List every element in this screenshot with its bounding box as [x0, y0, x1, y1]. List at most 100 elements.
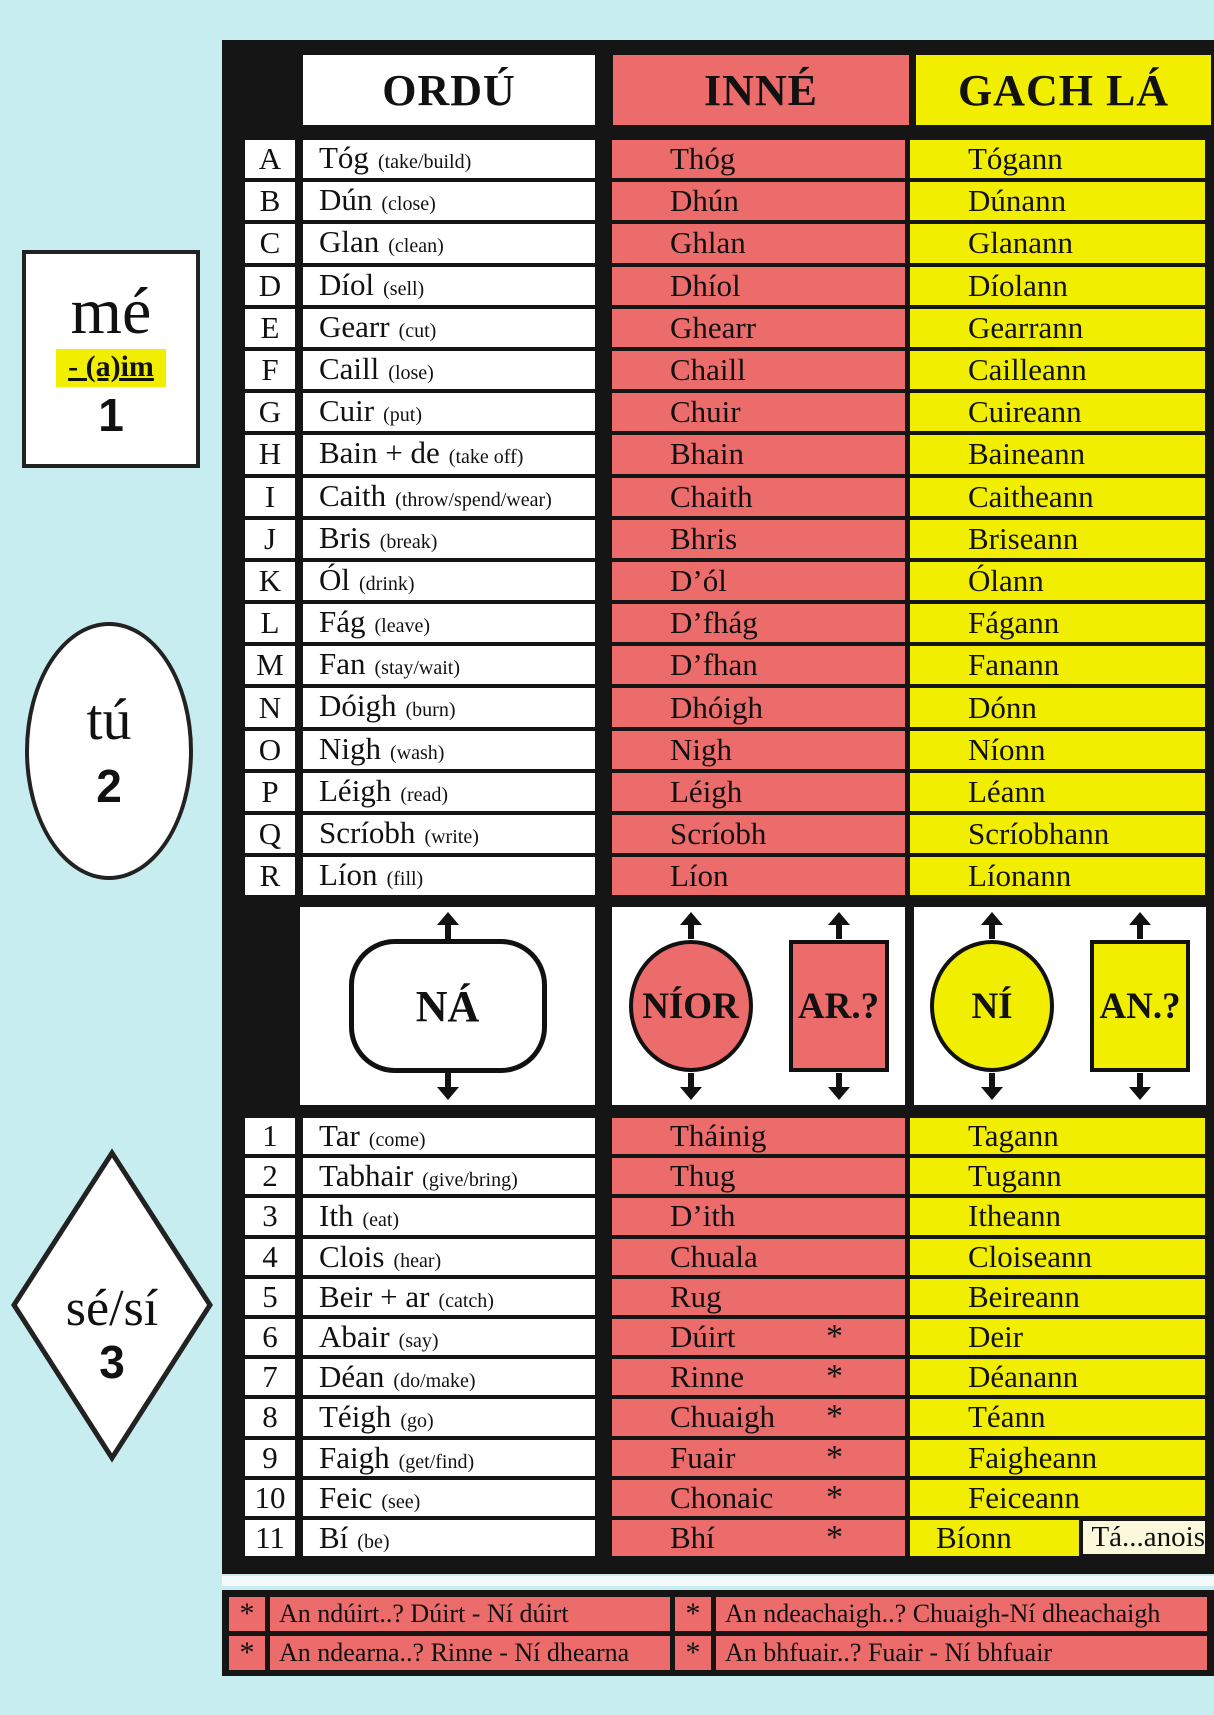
past-cell: D’ól — [612, 561, 905, 601]
present-cell: Glanann — [910, 224, 1205, 263]
letter-cell: O — [245, 730, 295, 769]
arrow-up-icon — [827, 912, 851, 939]
irregular-imperative-column: Tar (come) Tabhair (give/bring) Ith (eat) C… — [303, 1118, 595, 1557]
present-cell: Tugann — [910, 1158, 1205, 1195]
past-cell: Chuala — [612, 1238, 905, 1275]
footnote-text: An ndúirt..? Dúirt - Ní dúirt — [270, 1597, 670, 1631]
letter-cell: N — [245, 688, 295, 727]
past-cell: D’fhan — [612, 646, 905, 685]
past-cell: Thóg — [612, 140, 905, 179]
column-header-inne: INNÉ — [613, 55, 909, 125]
present-cell: Díolann — [910, 266, 1205, 305]
letter-cell: G — [245, 393, 295, 432]
irregular-star: * — [826, 1438, 843, 1476]
diamond-shape — [11, 1148, 213, 1463]
divider — [222, 1576, 1214, 1586]
verb-cell: Líon (fill) — [303, 857, 595, 896]
person-number-3: 3 — [99, 1335, 125, 1388]
particle-an: AN.? — [1090, 940, 1190, 1072]
present-cell: Deir — [910, 1318, 1205, 1356]
present-cell: Caitheann — [910, 477, 1205, 516]
past-cell: Dúirt * — [612, 1318, 905, 1356]
letter-cell: J — [245, 519, 295, 558]
present-cell: Téann — [910, 1399, 1205, 1436]
arrow-down-icon — [980, 1073, 1004, 1100]
irregular-star: * — [826, 1478, 843, 1516]
past-cell: Ghearr — [612, 308, 905, 347]
past-cell: Chaill — [612, 350, 905, 390]
number-cell: 4 — [245, 1238, 295, 1275]
ta-anois-cell: Tá...anois — [1083, 1521, 1205, 1555]
past-cell: Bhris — [612, 519, 905, 558]
verb-cell: Nigh (wash) — [303, 730, 595, 769]
verb-cell: Fan (stay/wait) — [303, 646, 595, 685]
number-cell: 6 — [245, 1318, 295, 1356]
past-cell: Chonaic * — [612, 1478, 905, 1516]
present-cell: Níonn — [910, 730, 1205, 769]
irregular-star: * — [826, 1318, 843, 1356]
present-cell: Cuireann — [910, 393, 1205, 432]
arrow-up-icon — [679, 912, 703, 939]
past-cell: Bhí * — [612, 1519, 905, 1557]
verb-cell: Téigh (go) — [303, 1399, 595, 1436]
irregular-present-column: Tagann Tugann Itheann Cloiseann Beireann… — [910, 1118, 1205, 1556]
past-cell: Dhún — [612, 182, 905, 221]
past-cell: Tháinig — [612, 1118, 905, 1155]
regular-present-column: Tógann Dúnann Glanann Díolann Gearrann C… — [910, 140, 1205, 896]
arrow-down-icon — [1128, 1073, 1152, 1100]
letter-cell: H — [245, 435, 295, 474]
irregular-past-column: Tháinig Thug D’ith Chuala Rug Dúirt * Rin… — [612, 1118, 905, 1557]
present-cell: Cailleann — [910, 350, 1205, 390]
letter-cell: C — [245, 224, 295, 263]
present-cell: Bíonn — [910, 1519, 1080, 1556]
verb-cell: Abair (say) — [303, 1318, 595, 1356]
letter-cell: Q — [245, 815, 295, 854]
verb-cell: Dún (close) — [303, 182, 595, 221]
person-badge-se-si: sé/sí 3 — [8, 1148, 216, 1463]
regular-letter-column: A B C D E F G H I J K L M N O P Q R — [245, 140, 295, 896]
past-cell: Líon — [612, 857, 905, 896]
past-cell: Rug — [612, 1278, 905, 1315]
present-cell: Faigheann — [910, 1439, 1205, 1476]
past-cell: Chuaigh * — [612, 1398, 905, 1436]
arrow-up-icon — [436, 912, 460, 939]
person-badge-me: mé - (a)im 1 — [22, 250, 200, 468]
verb-cell: Bí (be) — [303, 1519, 595, 1557]
negative-imperative-panel: NÁ — [300, 907, 595, 1105]
past-cell: Dhíol — [612, 266, 905, 305]
present-cell: Briseann — [910, 519, 1205, 558]
letter-cell: A — [245, 140, 295, 179]
letter-cell: I — [245, 477, 295, 516]
number-cell: 5 — [245, 1278, 295, 1315]
verb-cell: Tar (come) — [303, 1118, 595, 1155]
verb-cell: Faigh (get/find) — [303, 1439, 595, 1476]
letter-cell: F — [245, 350, 295, 390]
past-cell: D’ith — [612, 1198, 905, 1235]
past-cell: Scríobh — [612, 815, 905, 854]
number-cell: 1 — [245, 1118, 295, 1155]
pronoun-tu: tú — [86, 687, 132, 753]
past-cell: Thug — [612, 1158, 905, 1195]
footnote-text: An bhfuair..? Fuair - Ní bhfuair — [716, 1636, 1207, 1670]
person-badge-tu: tú 2 — [25, 622, 193, 880]
letter-cell: L — [245, 604, 295, 643]
irregular-star: * — [826, 1398, 843, 1436]
letter-cell: R — [245, 857, 295, 896]
number-cell: 10 — [245, 1479, 295, 1516]
number-cell: 8 — [245, 1399, 295, 1436]
verb-cell: Díol (sell) — [303, 266, 595, 305]
number-cell: 9 — [245, 1439, 295, 1476]
verb-cell: Fág (leave) — [303, 604, 595, 643]
present-cell-split: Bíonn Tá...anois — [910, 1519, 1205, 1556]
letter-cell: M — [245, 646, 295, 685]
pronoun-se-si: sé/sí — [65, 1279, 159, 1337]
verb-cell: Cuir (put) — [303, 393, 595, 432]
present-cell: Léann — [910, 772, 1205, 811]
past-cell: Chaith — [612, 477, 905, 516]
letter-cell: B — [245, 182, 295, 221]
verb-ending-aim: - (a)im — [56, 349, 166, 388]
past-particles-panel: NÍOR AR.? — [612, 907, 905, 1105]
number-cell: 7 — [245, 1359, 295, 1396]
verb-cell: Bris (break) — [303, 519, 595, 558]
